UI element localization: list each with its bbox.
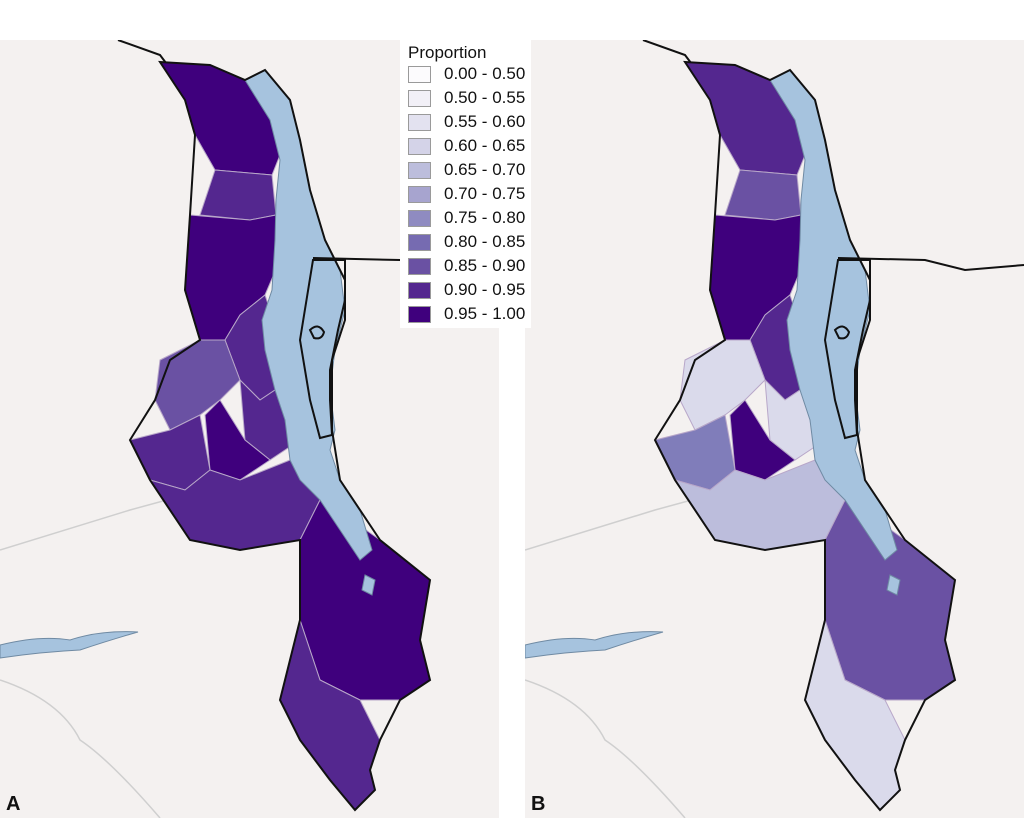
legend-swatch bbox=[408, 137, 431, 155]
legend-swatch bbox=[408, 209, 431, 227]
border-line bbox=[0, 494, 186, 551]
legend-swatch bbox=[408, 161, 431, 179]
legend-label: 0.95 - 1.00 bbox=[444, 304, 526, 323]
legend: Proportion 0.00 - 0.50 0.50 - 0.55 0.55 … bbox=[400, 40, 531, 328]
country-border bbox=[837, 257, 1024, 272]
legend-label: 0.00 - 0.50 bbox=[444, 64, 526, 83]
lake-feature bbox=[361, 574, 376, 596]
legend-item: 0.95 - 1.00 bbox=[408, 304, 525, 324]
legend-item: 0.70 - 0.75 bbox=[408, 184, 525, 204]
legend-label: 0.70 - 0.75 bbox=[444, 184, 526, 203]
legend-item: 0.85 - 0.90 bbox=[408, 256, 525, 276]
border-line bbox=[0, 679, 161, 818]
legend-swatch bbox=[408, 233, 431, 251]
island-outline bbox=[833, 325, 851, 340]
legend-swatch bbox=[408, 257, 431, 275]
lake-feature bbox=[525, 631, 664, 659]
legend-item: 0.75 - 0.80 bbox=[408, 208, 525, 228]
legend-swatch bbox=[408, 185, 431, 203]
legend-swatch bbox=[408, 89, 431, 107]
legend-label: 0.85 - 0.90 bbox=[444, 256, 526, 275]
legend-label: 0.90 - 0.95 bbox=[444, 280, 526, 299]
country-border bbox=[128, 60, 432, 812]
lake-feature bbox=[886, 574, 901, 596]
legend-swatch bbox=[408, 281, 431, 299]
legend-item: 0.00 - 0.50 bbox=[408, 64, 525, 84]
district-region bbox=[199, 169, 277, 221]
island-outline bbox=[308, 325, 326, 340]
legend-item: 0.60 - 0.65 bbox=[408, 136, 525, 156]
legend-label: 0.50 - 0.55 bbox=[444, 88, 526, 107]
legend-label: 0.55 - 0.60 bbox=[444, 112, 526, 131]
district-group bbox=[129, 61, 431, 811]
panel-label: A bbox=[6, 793, 21, 815]
legend-item: 0.55 - 0.60 bbox=[408, 112, 525, 132]
legend-title: Proportion bbox=[408, 43, 487, 62]
district-region bbox=[724, 169, 802, 221]
legend-item: 0.80 - 0.85 bbox=[408, 232, 525, 252]
country-border bbox=[653, 60, 957, 812]
legend-swatch bbox=[408, 65, 431, 83]
map-a-svg bbox=[0, 40, 499, 818]
legend-item: 0.90 - 0.95 bbox=[408, 280, 525, 300]
legend-label: 0.60 - 0.65 bbox=[444, 136, 526, 155]
legend-item: 0.50 - 0.55 bbox=[408, 88, 525, 108]
map-b-svg bbox=[525, 40, 1024, 818]
legend-item: 0.65 - 0.70 bbox=[408, 160, 525, 180]
legend-label: 0.80 - 0.85 bbox=[444, 232, 526, 251]
map-panel-b: B bbox=[525, 40, 1024, 818]
border-line bbox=[525, 494, 711, 551]
legend-swatch bbox=[408, 305, 431, 323]
district-group bbox=[654, 61, 956, 811]
border-line bbox=[525, 679, 686, 818]
legend-swatch bbox=[408, 113, 431, 131]
legend-label: 0.65 - 0.70 bbox=[444, 160, 526, 179]
lake-feature bbox=[0, 631, 139, 659]
panel-label: B bbox=[531, 793, 546, 815]
legend-label: 0.75 - 0.80 bbox=[444, 208, 526, 227]
